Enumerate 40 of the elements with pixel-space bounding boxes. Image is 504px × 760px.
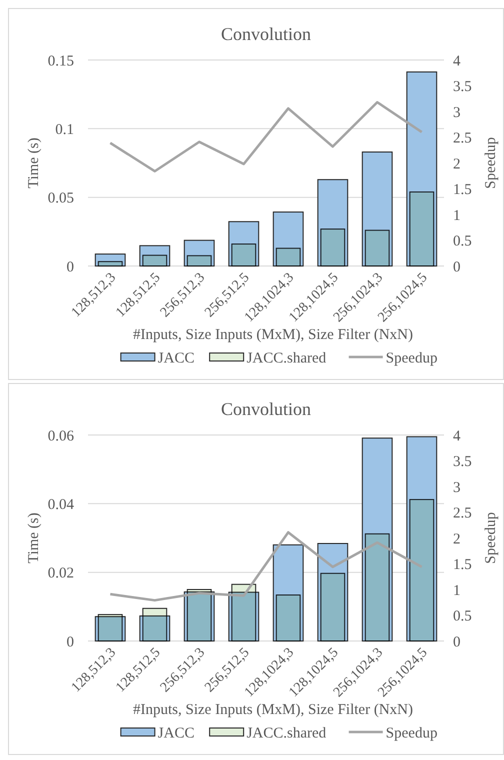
chart-title: Convolution <box>220 24 312 44</box>
y-tick-label: 0.04 <box>48 496 74 513</box>
y-tick-label: 0 <box>66 259 74 276</box>
y2-tick-label: 1 <box>453 582 460 599</box>
legend-label: Speedup <box>386 350 438 366</box>
y2-axis-title: Speedup <box>483 512 499 564</box>
y2-tick-label: 0 <box>453 634 460 650</box>
y2-tick-label: 4 <box>453 53 461 70</box>
y2-tick-label: 4 <box>453 428 461 444</box>
y-tick-label: 0.15 <box>48 53 74 70</box>
y-axis-title: Time (s) <box>26 512 42 564</box>
y-tick-label: 0.02 <box>48 566 74 582</box>
y2-tick-label: 0.5 <box>453 608 472 624</box>
y2-tick-label: 3.5 <box>453 454 472 470</box>
y2-tick-label: 2 <box>453 531 460 548</box>
y-tick-label: 0.1 <box>55 122 74 138</box>
y-tick-label: 0.06 <box>48 428 74 444</box>
y2-tick-label: 3 <box>453 104 460 121</box>
x-axis-title: #Inputs, Size Inputs (MxM), Size Filter (NxN) <box>133 327 413 343</box>
x-axis-title: #Inputs, Size Inputs (MxM), Size Filter (NxN) <box>133 702 413 718</box>
y2-tick-label: 2.5 <box>453 506 472 522</box>
legend-label: JACC.shared <box>246 725 327 742</box>
y-tick-label: 0.05 <box>48 190 74 207</box>
y2-tick-label: 2 <box>453 156 460 172</box>
legend-label: JACC.shared <box>246 350 327 366</box>
y2-tick-label: 3 <box>453 480 460 496</box>
y2-tick-label: 0.5 <box>453 234 472 250</box>
y2-tick-label: 3.5 <box>453 79 472 95</box>
y2-axis-title: Speedup <box>483 137 499 189</box>
legend-label: JACC <box>158 350 194 366</box>
y2-tick-label: 0 <box>453 259 460 276</box>
y2-tick-label: 1.5 <box>453 557 472 573</box>
y2-tick-label: 2.5 <box>453 130 472 146</box>
y2-tick-label: 1 <box>453 208 460 224</box>
y-axis-title: Time (s) <box>26 138 42 188</box>
legend-label: JACC <box>158 725 194 742</box>
y-tick-label: 0 <box>66 634 74 650</box>
legend-label: Speedup <box>386 725 438 742</box>
y2-tick-label: 1.5 <box>453 182 472 198</box>
chart-title: Convolution <box>220 399 312 419</box>
